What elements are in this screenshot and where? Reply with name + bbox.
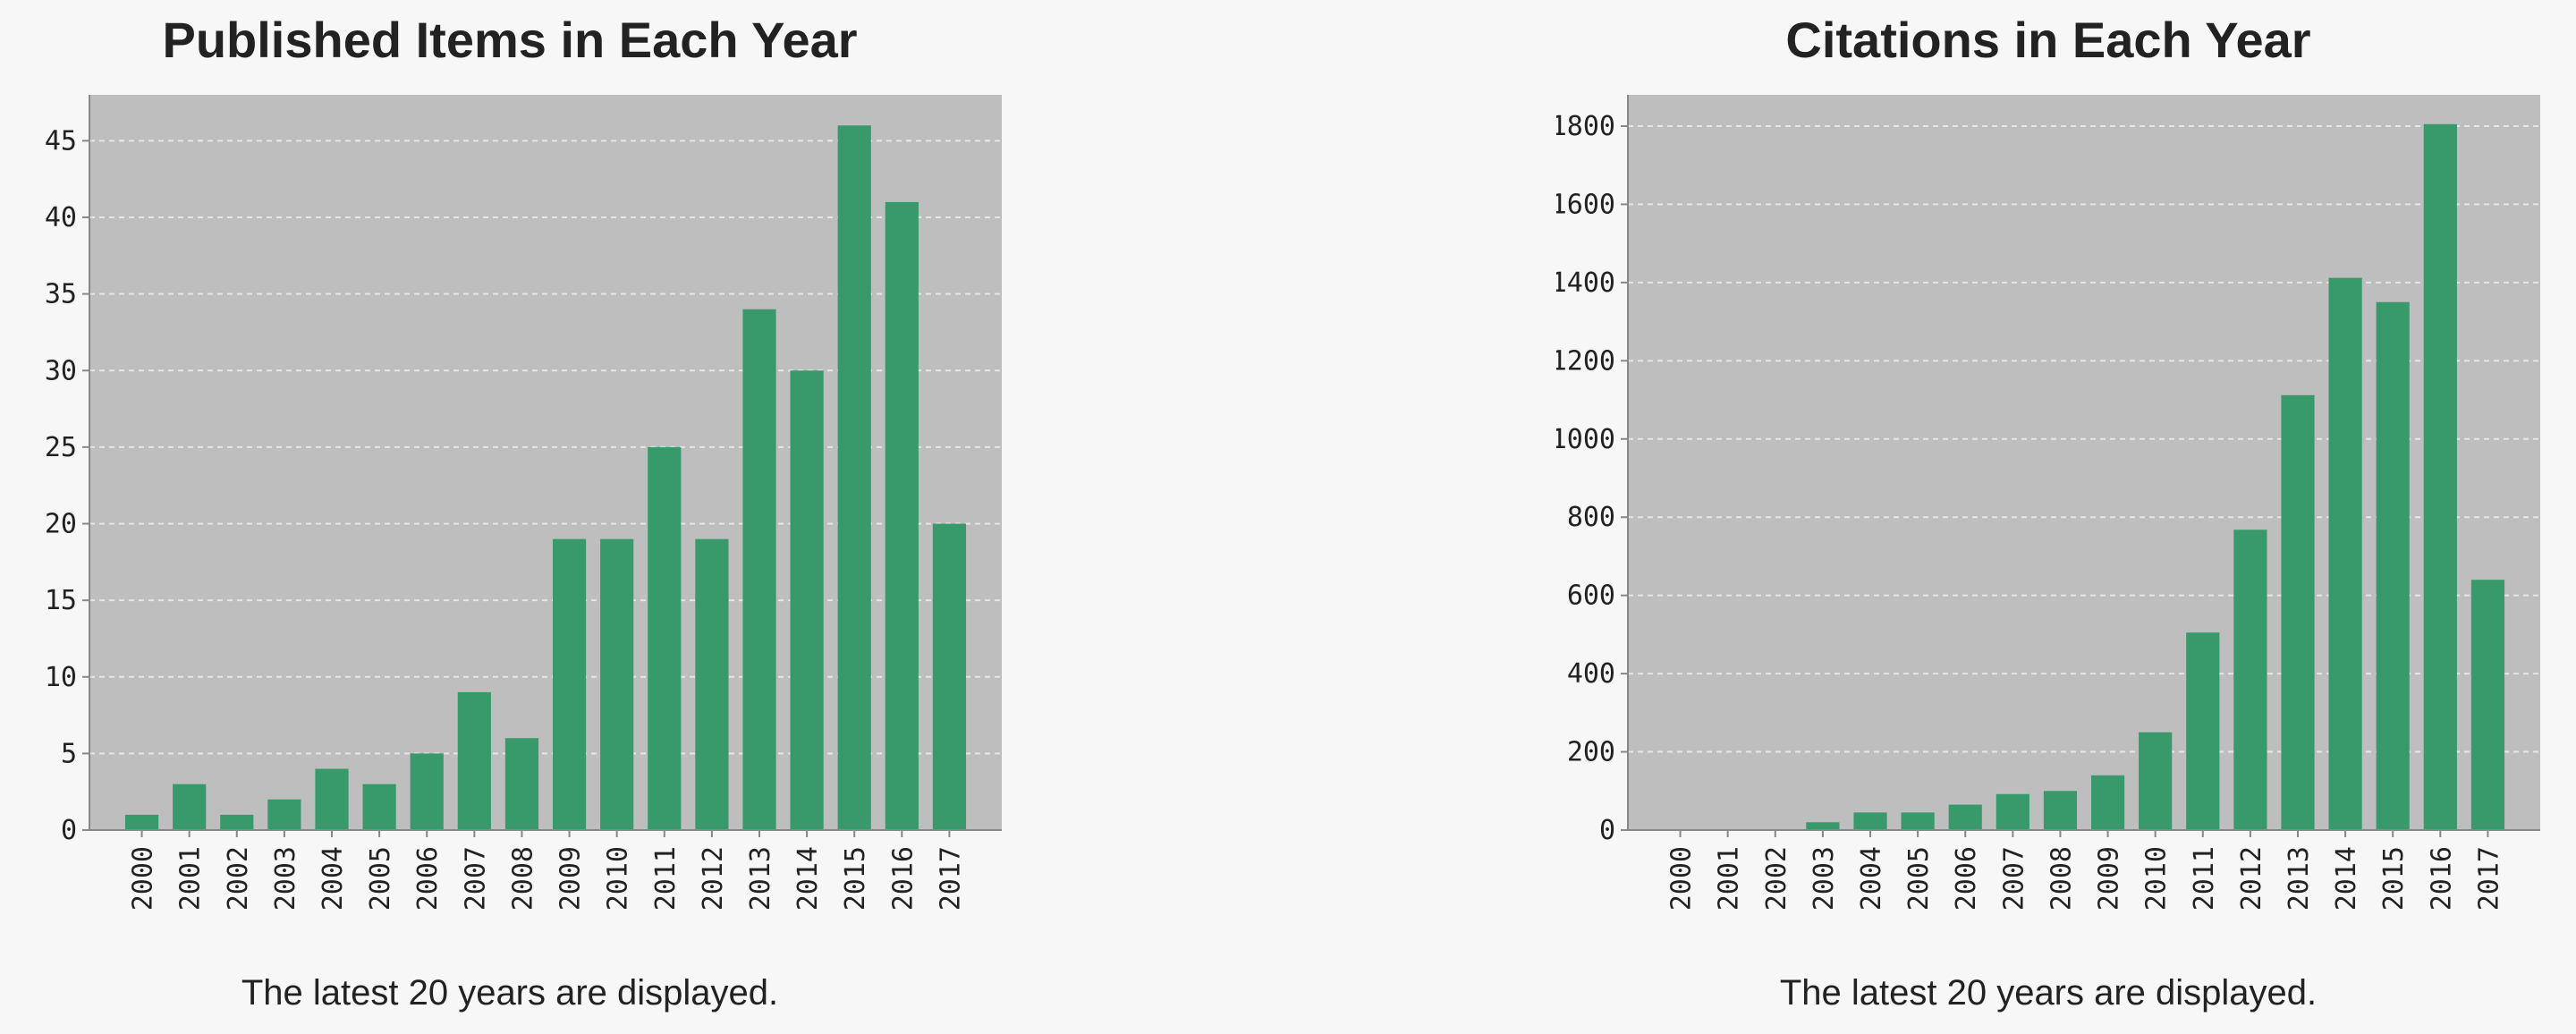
x-tick-label: 2010 (603, 846, 634, 911)
x-tick-label: 2014 (792, 846, 824, 911)
x-tick-label: 2004 (1856, 846, 1887, 911)
y-tick-label: 0 (61, 815, 77, 846)
y-tick-label: 20 (45, 509, 77, 540)
bar (2186, 632, 2220, 830)
bar (173, 784, 207, 830)
x-tick-label: 2006 (412, 846, 444, 911)
y-tick-label: 800 (1567, 502, 1615, 533)
x-tick-label: 2016 (887, 846, 919, 911)
bar (457, 691, 491, 830)
x-tick-label: 2001 (1714, 846, 1745, 911)
x-tick-label: 2016 (2426, 846, 2457, 911)
bar (504, 738, 539, 830)
bar (552, 538, 587, 830)
y-tick-label: 200 (1567, 737, 1615, 768)
x-tick-label: 2008 (507, 846, 538, 911)
y-tick-label: 25 (45, 432, 77, 463)
y-tick-label: 1400 (1556, 267, 1615, 299)
bar (2090, 775, 2125, 830)
x-tick-label: 2009 (555, 846, 587, 911)
bar (790, 370, 824, 830)
bar (2139, 732, 2173, 830)
y-tick-label: 30 (45, 355, 77, 386)
x-tick-label: 2002 (1761, 846, 1792, 911)
bar (315, 768, 349, 830)
bar (1948, 804, 1982, 830)
citations-bar-chart: 0 200 400 600 800 1000 1200 1400 1600 1800 2000 200… (1556, 95, 2540, 911)
bar (742, 309, 776, 830)
x-tick-label: 2017 (2473, 846, 2504, 911)
bar (1901, 812, 1935, 830)
citations-chart-panel: Citations in Each Year 0 200 400 600 800 1000… (1556, 0, 2540, 1034)
x-tick-label: 2007 (1998, 846, 2029, 911)
bar (1806, 822, 1840, 830)
y-tick-label: 600 (1567, 581, 1615, 612)
bar (885, 201, 919, 830)
x-tick-label: 2003 (270, 846, 301, 911)
x-tick-label: 2012 (698, 846, 729, 911)
chart-title: Citations in Each Year (1785, 12, 2311, 68)
x-tick-label: 2010 (2141, 846, 2173, 911)
bar (648, 446, 682, 830)
bar (220, 814, 254, 830)
x-tick-label: 2002 (223, 846, 254, 911)
published-items-chart-panel: Published Items in Each Year 0 5 10 15 20 25 3… (18, 0, 1002, 1034)
bar (695, 538, 729, 830)
x-tick-label: 2007 (460, 846, 491, 911)
bar (2043, 791, 2078, 830)
x-tick-label: 2011 (650, 846, 682, 911)
x-tick-label: 2013 (2284, 846, 2315, 911)
y-tick-label: 40 (45, 202, 77, 233)
y-tick-label: 10 (45, 662, 77, 693)
x-tick-label: 2001 (175, 846, 207, 911)
bar (124, 814, 159, 830)
x-tick-label: 2006 (1951, 846, 1982, 911)
bar (932, 523, 967, 830)
y-tick-label: 0 (1599, 815, 1615, 846)
y-tick-label: 5 (61, 738, 77, 769)
x-tick-label: 2005 (1903, 846, 1935, 911)
published-items-bar-chart: 0 5 10 15 20 25 30 35 40 45 2000 2001 2002 2003 2004 20… (45, 95, 1002, 911)
x-tick-label: 2012 (2236, 846, 2267, 911)
bar (600, 538, 634, 830)
y-tick-label: 400 (1567, 658, 1615, 690)
x-tick-label: 2008 (2046, 846, 2077, 911)
x-tick-label: 2009 (2094, 846, 2125, 911)
y-tick-label: 1200 (1556, 345, 1615, 377)
x-tick-label: 2015 (2378, 846, 2410, 911)
y-tick-label: 45 (45, 125, 77, 157)
bar (2470, 580, 2505, 830)
bar (362, 784, 396, 830)
bar (2281, 394, 2315, 830)
bar (2328, 277, 2362, 830)
x-tick-label: 2004 (318, 846, 349, 911)
chart-caption: The latest 20 years are displayed. (1779, 973, 2318, 1013)
y-tick-label: 15 (45, 585, 77, 616)
x-tick-label: 2000 (128, 846, 159, 911)
x-tick-label: 2000 (1666, 846, 1698, 911)
bar (410, 753, 444, 830)
bar (2233, 530, 2267, 830)
x-tick-label: 2013 (745, 846, 776, 911)
x-tick-label: 2011 (2189, 846, 2220, 911)
x-tick-label: 2014 (2331, 846, 2362, 911)
chart-title: Published Items in Each Year (162, 12, 858, 68)
y-tick-label: 1600 (1556, 189, 1615, 220)
bar (2423, 123, 2457, 831)
bar (837, 125, 871, 830)
x-tick-label: 2015 (840, 846, 871, 911)
x-tick-label: 2017 (935, 846, 966, 911)
y-tick-label: 1800 (1556, 111, 1615, 142)
x-tick-label: 2005 (365, 846, 396, 911)
y-tick-label: 35 (45, 279, 77, 310)
bar (2376, 301, 2410, 831)
bar (1996, 793, 2029, 830)
chart-caption: The latest 20 years are displayed. (241, 973, 779, 1013)
bar (267, 799, 301, 830)
x-tick-label: 2003 (1809, 846, 1840, 911)
y-tick-label: 1000 (1556, 424, 1615, 455)
bar (1853, 812, 1887, 830)
